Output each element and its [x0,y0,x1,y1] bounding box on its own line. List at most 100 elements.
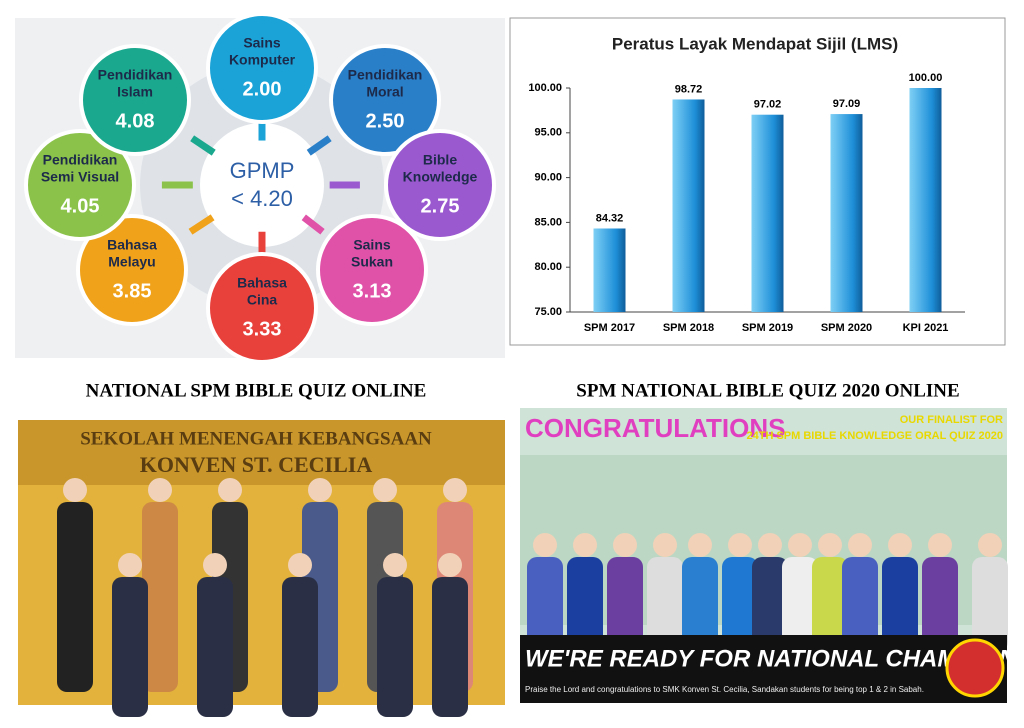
person-head [653,533,677,557]
person-head [218,478,242,502]
node [206,12,318,124]
y-tick-label: 85.00 [534,216,562,228]
node-label: Sukan [351,254,393,270]
person-head [288,553,312,577]
x-tick-label: KPI 2021 [903,322,949,334]
person-body [197,577,233,717]
value-label: 84.32 [596,212,624,224]
banner-note: Praise the Lord and congratulations to S… [525,685,924,694]
person-body [782,557,818,652]
node-label: Moral [366,84,403,100]
person-head [438,553,462,577]
person-body [567,557,603,652]
bar [593,228,626,312]
person-body [112,577,148,717]
node-label: Bible [423,152,457,168]
banner [520,635,1007,703]
node [76,214,188,326]
sign-text: KONVEN ST. CECILIA [140,452,373,477]
person-body [57,502,93,692]
value-label: 97.09 [833,98,861,110]
person-head [788,533,812,557]
y-tick-label: 90.00 [534,172,562,184]
node [206,252,318,364]
bar [751,114,784,312]
person-head [758,533,782,557]
y-tick-label: 95.00 [534,127,562,139]
node-label: Islam [117,84,153,100]
node-value: 3.13 [353,280,392,302]
arrow [190,135,216,156]
bar [672,99,705,312]
person-head [533,533,557,557]
node-label: Knowledge [403,169,478,185]
x-tick-label: SPM 2017 [584,322,635,334]
arrow [306,135,332,156]
person-head [203,553,227,577]
node-value: 4.08 [116,110,155,132]
person-body [142,502,178,692]
value-label: 97.02 [754,99,782,111]
person-head [573,533,597,557]
x-tick-label: SPM 2019 [742,322,793,334]
person-head [613,533,637,557]
person-body [752,557,788,652]
node-label: Bahasa [107,237,157,253]
node-label: Pendidikan [43,152,118,168]
node-value: 2.75 [421,195,460,217]
value-label: 100.00 [909,72,943,84]
banner-text: WE'RE READY FOR NATIONAL CHAMPION! [525,645,1024,672]
person-body [377,577,413,717]
photo-text: CONGRATULATIONS [525,413,785,443]
bar [830,114,863,312]
person-body [607,557,643,652]
y-tick-label: 80.00 [534,261,562,273]
person-head [308,478,332,502]
node [329,44,441,156]
bar [909,88,942,312]
node-value: 3.85 [113,280,152,302]
person-body [812,557,848,652]
person-head [928,533,952,557]
node-label: Pendidikan [98,67,173,83]
person-head [63,478,87,502]
person-head [978,533,1002,557]
person-head [443,478,467,502]
person-body [972,557,1008,652]
person-head [373,478,397,502]
person-body [882,557,918,652]
node-value: 2.00 [243,78,282,100]
value-label: 98.72 [675,83,703,95]
node-value: 4.05 [61,195,100,217]
x-tick-label: SPM 2018 [663,322,714,334]
person-head [118,553,142,577]
arrow [188,214,215,235]
node-value: 3.33 [243,318,282,340]
node-label: Sains [243,35,281,51]
person-head [148,478,172,502]
logo [945,638,1005,698]
chart-title: Peratus Layak Mendapat Sijil (LMS) [612,34,898,53]
person-head [728,533,752,557]
node-label: Komputer [229,52,296,68]
arrow [301,214,325,235]
photo-sign [18,420,505,485]
center-value: < 4.20 [231,186,293,211]
person-body [722,557,758,652]
node [79,44,191,156]
person-head [688,533,712,557]
x-tick-label: SPM 2020 [821,322,872,334]
node [316,214,428,326]
photo-text: 24TH SPM BIBLE KNOWLEDGE ORAL QUIZ 2020 [746,430,1003,442]
person-head [848,533,872,557]
caption: SPM NATIONAL BIBLE QUIZ 2020 ONLINE [576,380,959,401]
person-head [888,533,912,557]
node-label: Pendidikan [348,67,423,83]
person-head [818,533,842,557]
person-body [647,557,683,652]
node-label: Semi Visual [41,169,119,185]
person-body [842,557,878,652]
person-body [432,577,468,717]
